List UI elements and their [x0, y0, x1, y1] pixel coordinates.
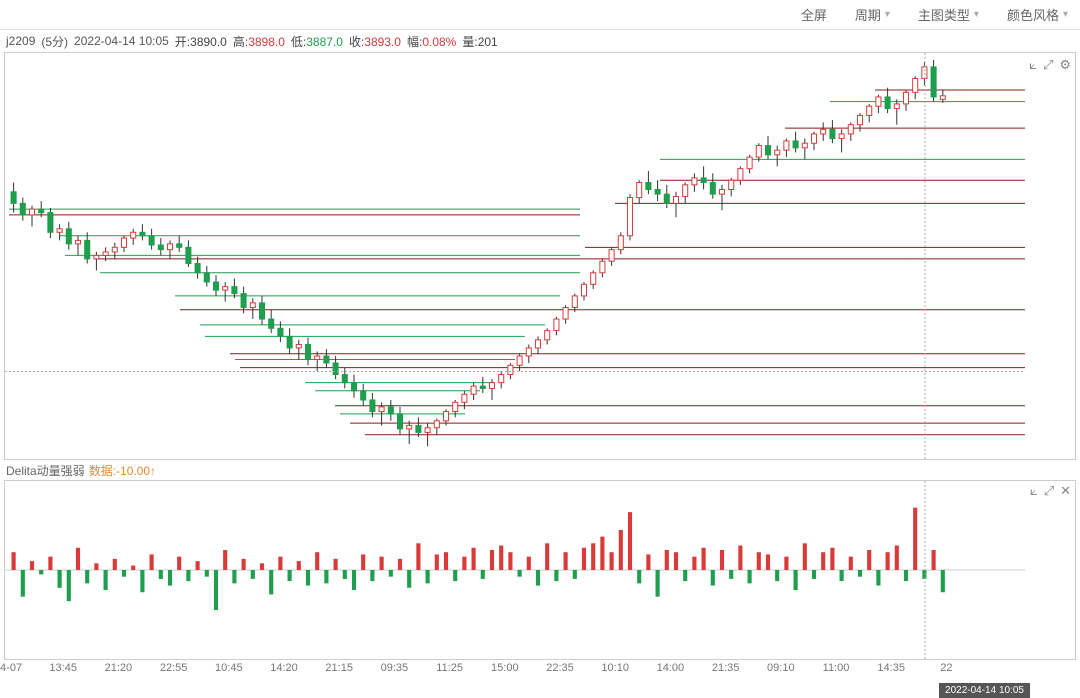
- indicator-svg: [5, 481, 1025, 659]
- chevron-down-icon: ▾: [1063, 9, 1068, 20]
- chevron-down-icon: ▾: [885, 9, 890, 20]
- indicator-label: Delita动量强弱 数据:-10.00↑: [0, 460, 1080, 480]
- indicator-chart[interactable]: -4000400 ⟀ ⤢ ✕: [4, 480, 1076, 660]
- expand-icon[interactable]: ⤢: [1044, 483, 1054, 499]
- ohlc-infoline: j2209 (5分) 2022-04-14 10:05 开:3890.0 高:3…: [0, 30, 1080, 52]
- settings-icon[interactable]: ⟀: [1029, 57, 1037, 73]
- chart-tools: ⟀ ⤢ ⚙: [1029, 57, 1071, 73]
- symbol: j2209: [6, 34, 35, 48]
- fullscreen-btn[interactable]: 全屏: [801, 5, 827, 24]
- period-select[interactable]: 周期▾: [855, 5, 890, 24]
- candlestick-svg: [5, 53, 1025, 459]
- color-style-select[interactable]: 颜色风格▾: [1007, 5, 1068, 24]
- close-icon[interactable]: ✕: [1060, 483, 1071, 499]
- chart-type-select[interactable]: 主图类型▾: [918, 5, 979, 24]
- chevron-down-icon: ▾: [974, 9, 979, 20]
- topbar: 全屏 周期▾ 主图类型▾ 颜色风格▾: [0, 0, 1080, 30]
- gear-icon[interactable]: ⚙: [1059, 57, 1071, 73]
- cursor-timestamp: 2022-04-14 10:05: [939, 683, 1030, 698]
- expand-icon[interactable]: ⤢: [1043, 57, 1053, 73]
- indicator-tools: ⟀ ⤢ ✕: [1030, 483, 1071, 499]
- interval: (5分): [41, 33, 68, 50]
- x-axis: 04-0713:4521:2022:5510:4514:2021:1509:35…: [4, 662, 1076, 680]
- datetime: 2022-04-14 10:05: [74, 34, 169, 48]
- main-chart[interactable]: 3579.03664.03749.03834.03919.0 3654.6 ⟀ …: [4, 52, 1076, 460]
- settings-icon[interactable]: ⟀: [1030, 483, 1038, 499]
